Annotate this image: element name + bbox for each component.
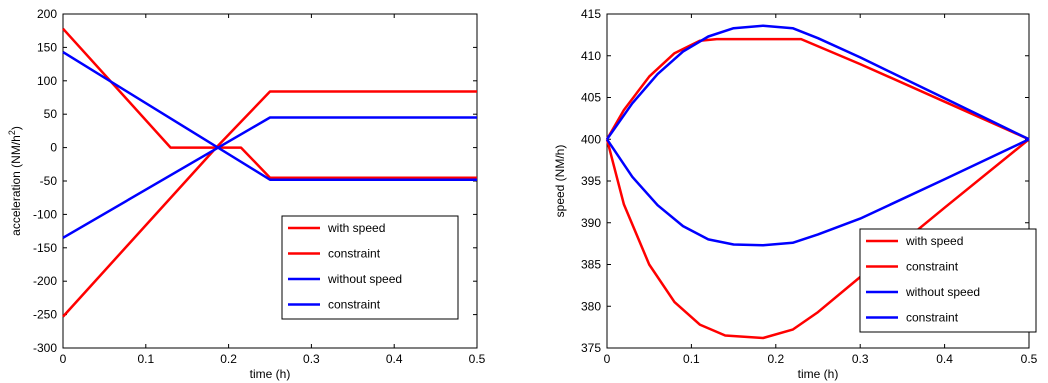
y-tick-label: -200 — [33, 274, 57, 288]
y-tick-label: -100 — [33, 207, 57, 221]
series-line — [62, 27, 477, 179]
x-tick-label: 0.3 — [852, 352, 869, 366]
y-tick-label: -50 — [40, 174, 58, 188]
x-tick-label: 0.5 — [1021, 352, 1038, 366]
legend-label-with-speed: with speed — [905, 234, 963, 248]
y-tick-label: 415 — [581, 7, 601, 21]
y-tick-label: 385 — [581, 258, 601, 272]
series-line — [62, 90, 477, 318]
y-tick-label: 390 — [581, 216, 601, 230]
series-line — [605, 24, 1030, 141]
series-line — [605, 138, 1030, 247]
acceleration-series — [62, 27, 477, 318]
x-tick-label: 0.3 — [303, 352, 320, 366]
acceleration-y-label-main: acceleration (NM/h — [9, 135, 23, 236]
speed-ticks: 0 0.1 0.2 0.3 0.4 0.5 375 380 385 390 395 400 405 410… — [581, 7, 1038, 366]
legend-label-with-speed: with speed — [327, 221, 385, 235]
y-tick-label: 200 — [37, 7, 57, 21]
legend-label-constraint: constraint — [328, 247, 381, 261]
legend-label-without-speed: without speed — [905, 285, 980, 299]
x-tick-label: 0.5 — [469, 352, 486, 366]
legend-label-constraint: constraint — [906, 260, 959, 274]
acceleration-y-label-suffix: ) — [9, 126, 23, 130]
series-line — [62, 51, 477, 181]
legend-label-constraint: constraint — [906, 311, 959, 325]
speed-chart: 0 0.1 0.2 0.3 0.4 0.5 375 380 385 390 395 400 405 410… — [553, 7, 1038, 381]
acceleration-legend-box — [281, 215, 459, 320]
speed-legend-box — [859, 228, 1037, 333]
y-tick-label: 380 — [581, 299, 601, 313]
y-tick-label: 395 — [581, 174, 601, 188]
y-tick-label: 405 — [581, 91, 601, 105]
x-tick-label: 0.1 — [137, 352, 154, 366]
speed-y-axis-label: speed (NM/h) — [553, 145, 567, 218]
y-tick-label: 100 — [37, 74, 57, 88]
y-tick-label: 375 — [581, 341, 601, 355]
acceleration-chart: 0 0.1 0.2 0.3 0.4 0.5 -300 -250 -200 -150 -100 -50 0… — [7, 7, 486, 381]
acceleration-ticks: 0 0.1 0.2 0.3 0.4 0.5 -300 -250 -200 -150 -100 -50 0… — [33, 7, 486, 366]
x-tick-label: 0.1 — [683, 352, 700, 366]
y-tick-label: -250 — [33, 308, 57, 322]
x-tick-label: 0 — [60, 352, 67, 366]
x-tick-label: 0.4 — [936, 352, 953, 366]
speed-x-axis-label: time (h) — [798, 367, 839, 381]
acceleration-legend: with speed constraint without speed cons… — [281, 215, 459, 320]
y-tick-label: -150 — [33, 241, 57, 255]
legend-label-without-speed: without speed — [327, 272, 402, 286]
y-tick-label: 410 — [581, 49, 601, 63]
series-line — [605, 37, 1030, 141]
acceleration-y-axis-label: acceleration (NM/h2) — [7, 126, 23, 236]
acceleration-y-label-superscript: 2 — [7, 130, 17, 135]
y-tick-label: 50 — [44, 107, 58, 121]
x-tick-label: 0 — [604, 352, 611, 366]
series-line — [62, 116, 477, 239]
speed-legend: with speed constraint without speed cons… — [859, 228, 1037, 333]
x-tick-label: 0.2 — [220, 352, 237, 366]
y-tick-label: 400 — [581, 132, 601, 146]
x-tick-label: 0.4 — [386, 352, 403, 366]
legend-label-constraint: constraint — [328, 298, 381, 312]
x-tick-label: 0.2 — [767, 352, 784, 366]
acceleration-x-axis-label: time (h) — [250, 367, 291, 381]
y-tick-label: 150 — [37, 40, 57, 54]
y-tick-label: -300 — [33, 341, 57, 355]
y-tick-label: 0 — [50, 141, 57, 155]
